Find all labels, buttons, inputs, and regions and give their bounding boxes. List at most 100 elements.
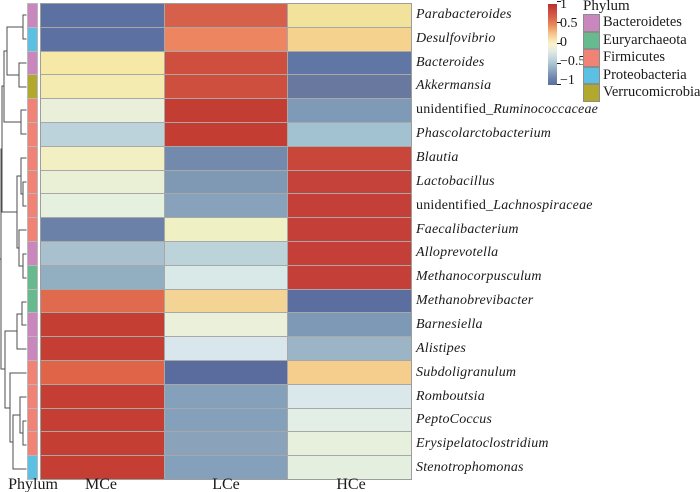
row-label: Blautia	[416, 150, 459, 166]
heatmap-cell	[164, 289, 288, 313]
phylum-cell	[28, 122, 37, 146]
phylum-legend-swatch	[583, 49, 600, 67]
phylum-legend-label: Bacteroidetes	[603, 14, 682, 30]
row-label: Bacteroides	[416, 54, 485, 70]
phylum-cell	[28, 170, 37, 194]
heatmap-cell	[41, 313, 164, 337]
heatmap-cell	[164, 4, 288, 27]
row-label: Akkermansia	[416, 78, 492, 94]
row-labels: Parabacteroides Desulfovibrio Bacteroides A…	[416, 3, 700, 480]
heatmap-cell	[164, 51, 288, 75]
colorscale-tick-label: 0	[560, 35, 567, 50]
row-label: Faecalibacterium	[416, 221, 519, 237]
colorscale-tickmarks	[557, 1, 565, 85]
colorscale-tick-label: 0.5	[560, 16, 578, 31]
heatmap-cell	[41, 289, 164, 313]
heatmap-cell	[288, 289, 411, 313]
heatmap-cell	[164, 146, 288, 170]
heatmap-cell	[288, 122, 411, 146]
phylum-cell	[28, 75, 37, 99]
phylum-legend-item: Verrucomicrobia	[583, 84, 700, 102]
phylum-legend-swatch	[583, 14, 600, 32]
heatmap-cell	[164, 408, 288, 432]
column-label-hce: HCe	[336, 476, 366, 492]
row-dendrogram	[0, 14, 27, 470]
phylum-cell	[28, 99, 37, 122]
phylum-legend-label: Verrucomicrobia	[603, 84, 700, 101]
phylum-legend-items: Bacteroidetes Euryarchaeota Firmicutes Prot…	[583, 14, 700, 102]
heatmap-cell	[288, 99, 411, 122]
heatmap-cell	[288, 360, 411, 384]
column-label-lce: LCe	[212, 476, 240, 492]
phylum-cell	[28, 27, 37, 51]
heatmap-cell	[288, 146, 411, 170]
row-label: Methanobrevibacter	[416, 293, 534, 309]
phylum-legend-item: Euryarchaeota	[583, 31, 700, 50]
phylum-legend-item: Proteobacteria	[583, 66, 700, 85]
phylum-legend-title: Phylum	[583, 0, 630, 14]
heatmap-cell	[41, 456, 164, 479]
row-label: Barnesiella	[416, 316, 483, 332]
phylum-cell	[28, 218, 37, 241]
phylum-cell	[28, 360, 37, 384]
heatmap-cell	[164, 384, 288, 408]
row-label: unidentified_ Ruminococcaceae	[416, 102, 599, 118]
heatmap-cell	[41, 432, 164, 456]
row-label: Erysipelatoclostridium	[416, 436, 549, 452]
heatmap-cell	[41, 218, 164, 241]
heatmap-cell	[288, 170, 411, 194]
heatmap-cell	[41, 75, 164, 99]
heatmap-cell	[164, 218, 288, 241]
heatmap-cell	[288, 337, 411, 360]
phylum-legend-item: Bacteroidetes	[583, 14, 700, 32]
heatmap-cell	[288, 218, 411, 241]
phylum-cell	[28, 384, 37, 408]
row-label: Alistipes	[416, 340, 467, 356]
heatmap-cell	[288, 408, 411, 432]
row-label: Lactobacillus	[416, 173, 495, 189]
heatmap-cell	[288, 51, 411, 75]
phylum-cell	[28, 432, 37, 456]
row-label: Phascolarctobacterium	[416, 126, 552, 142]
phylum-cell	[28, 456, 37, 479]
heatmap-cell	[164, 337, 288, 360]
heatmap-cell	[164, 99, 288, 122]
heatmap-cell	[41, 170, 164, 194]
phylum-axis-label: Phylum	[8, 476, 58, 492]
phylum-cell	[28, 51, 37, 75]
phylum-cell	[28, 241, 37, 265]
heatmap-cell	[164, 75, 288, 99]
colorscale-bar	[548, 4, 557, 85]
phylum-legend-label: Firmicutes	[603, 49, 666, 66]
heatmap-cell	[41, 408, 164, 432]
heatmap-cell	[288, 456, 411, 479]
phylum-annotation-column	[27, 3, 38, 480]
phylum-cell	[28, 4, 37, 27]
phylum-legend-swatch	[583, 31, 600, 50]
phylum-cell	[28, 265, 37, 289]
row-label: Parabacteroides	[416, 6, 512, 22]
heatmap-cell	[288, 265, 411, 289]
heatmap-cell	[288, 27, 411, 51]
phylum-legend-label: Euryarchaeota	[603, 31, 687, 48]
phylum-legend-swatch	[583, 66, 600, 85]
row-label: unidentified_ Lachnospiraceae	[416, 197, 593, 213]
colorscale-tick-label: −1	[560, 73, 575, 88]
heatmap-cell	[164, 122, 288, 146]
heatmap-cell	[288, 313, 411, 337]
heatmap-cell	[41, 241, 164, 265]
heatmap-cell	[288, 241, 411, 265]
row-label: Subdoligranulum	[416, 364, 517, 380]
heatmap-cell	[164, 265, 288, 289]
row-label: PeptoCoccus	[416, 412, 493, 428]
heatmap-cell	[164, 241, 288, 265]
heatmap-cell	[41, 51, 164, 75]
heatmap-cell	[288, 75, 411, 99]
heatmap-cell	[41, 27, 164, 51]
colorscale-tick-labels: 1 0.5 0 −0.5 −1	[560, 0, 600, 89]
heatmap-cell	[164, 313, 288, 337]
row-label: Stenotrophomonas	[416, 460, 524, 476]
heatmap-cell	[164, 170, 288, 194]
heatmap-cell	[41, 265, 164, 289]
column-label-mce: MCe	[85, 476, 117, 492]
